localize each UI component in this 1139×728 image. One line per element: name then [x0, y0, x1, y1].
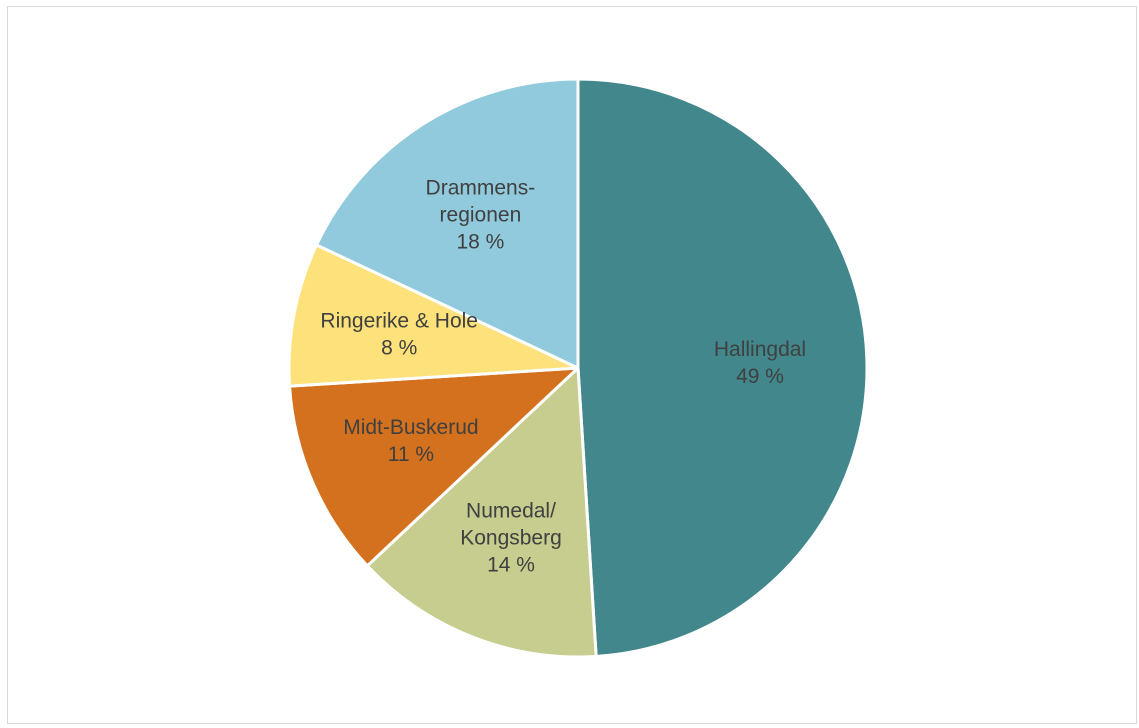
- slice-label-line: Midt-Buskerud: [343, 416, 478, 439]
- slice-label-line: Hallingdal: [714, 338, 806, 361]
- pie-slice-numedal-kongsberg: [365, 366, 598, 659]
- slice-label-line: 49 %: [736, 365, 784, 388]
- pie-slice-drammens-regionen: [315, 77, 580, 370]
- slice-label-line: regionen: [440, 203, 522, 226]
- slice-label-drammens-regionen: Drammens-regionen 18 %: [426, 176, 536, 253]
- slice-label-ringerike-hole: Ringerike & Hole 8 %: [320, 309, 478, 359]
- slice-label-line: Numedal/: [466, 499, 556, 522]
- slice-label-line: 11 %: [388, 443, 434, 466]
- slice-label-line: 8 %: [381, 336, 417, 359]
- slice-label-line: Ringerike & Hole: [320, 309, 478, 332]
- slice-label-line: Drammens-: [426, 176, 536, 199]
- slice-label-line: Kongsberg: [460, 526, 562, 549]
- slice-label-midt-buskerud: Midt-Buskerud 11 %: [343, 416, 478, 466]
- slice-label-line: 18 %: [456, 230, 504, 253]
- slice-label-line: 14 %: [487, 553, 535, 576]
- slice-label-numedal-kongsberg: Numedal/Kongsberg 14 %: [460, 499, 562, 576]
- slice-label-hallingdal: Hallingdal 49 %: [714, 338, 806, 388]
- pie-labels: Hallingdal 49 % Numedal/Kongsberg 14 % Midt-…: [320, 176, 806, 576]
- pie-slice-hallingdal: [576, 77, 869, 658]
- pie-slices: [287, 77, 869, 659]
- pie-slice-midt-buskerud: [288, 366, 580, 568]
- pie-slice-ringerike-hole: [287, 243, 580, 388]
